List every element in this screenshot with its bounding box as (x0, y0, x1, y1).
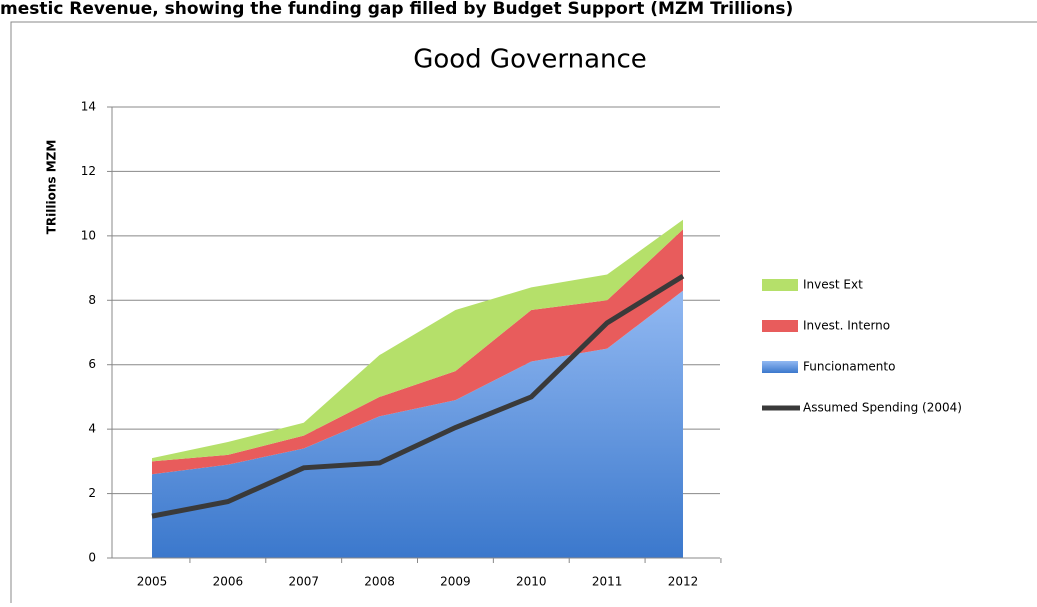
line (151, 273, 685, 519)
x-tick-label: 2010 (516, 575, 547, 589)
y-tick-label: 6 (88, 357, 96, 371)
x-tick-label: 2008 (364, 575, 395, 589)
chart-title: Good Governance (413, 45, 647, 75)
x-tick-label: 2011 (592, 575, 623, 589)
legend-swatch (762, 320, 798, 332)
area (152, 290, 683, 558)
legend-label: Invest Ext (803, 278, 863, 292)
x-tick-label: 2007 (288, 575, 319, 589)
y-tick-label: 10 (81, 228, 96, 242)
legend-label: Assumed Spending (2004) (803, 401, 962, 415)
chart-frame (10, 21, 1037, 607)
y-tick-label: 8 (88, 293, 96, 307)
x-tick-label: 2005 (137, 575, 168, 589)
legend-label: Invest. Interno (803, 319, 890, 333)
legend-label: Funcionamento (803, 360, 895, 374)
y-tick-label: 12 (81, 164, 96, 178)
x-tick-label: 2009 (440, 575, 471, 589)
legend-swatch (762, 279, 798, 291)
y-tick-label: 4 (88, 422, 96, 436)
x-tick-label: 2012 (668, 575, 699, 589)
y-tick-label: 14 (81, 100, 96, 114)
x-tick-label: 2006 (213, 575, 244, 589)
area (152, 219, 683, 462)
legend-swatch (762, 361, 798, 373)
header: mestic Revenue, showing the funding gap … (0, 0, 793, 19)
y-axis-label: TRillions MZM (45, 140, 59, 235)
y-tick-label: 0 (88, 551, 96, 565)
y-tick-label: 2 (88, 486, 96, 500)
